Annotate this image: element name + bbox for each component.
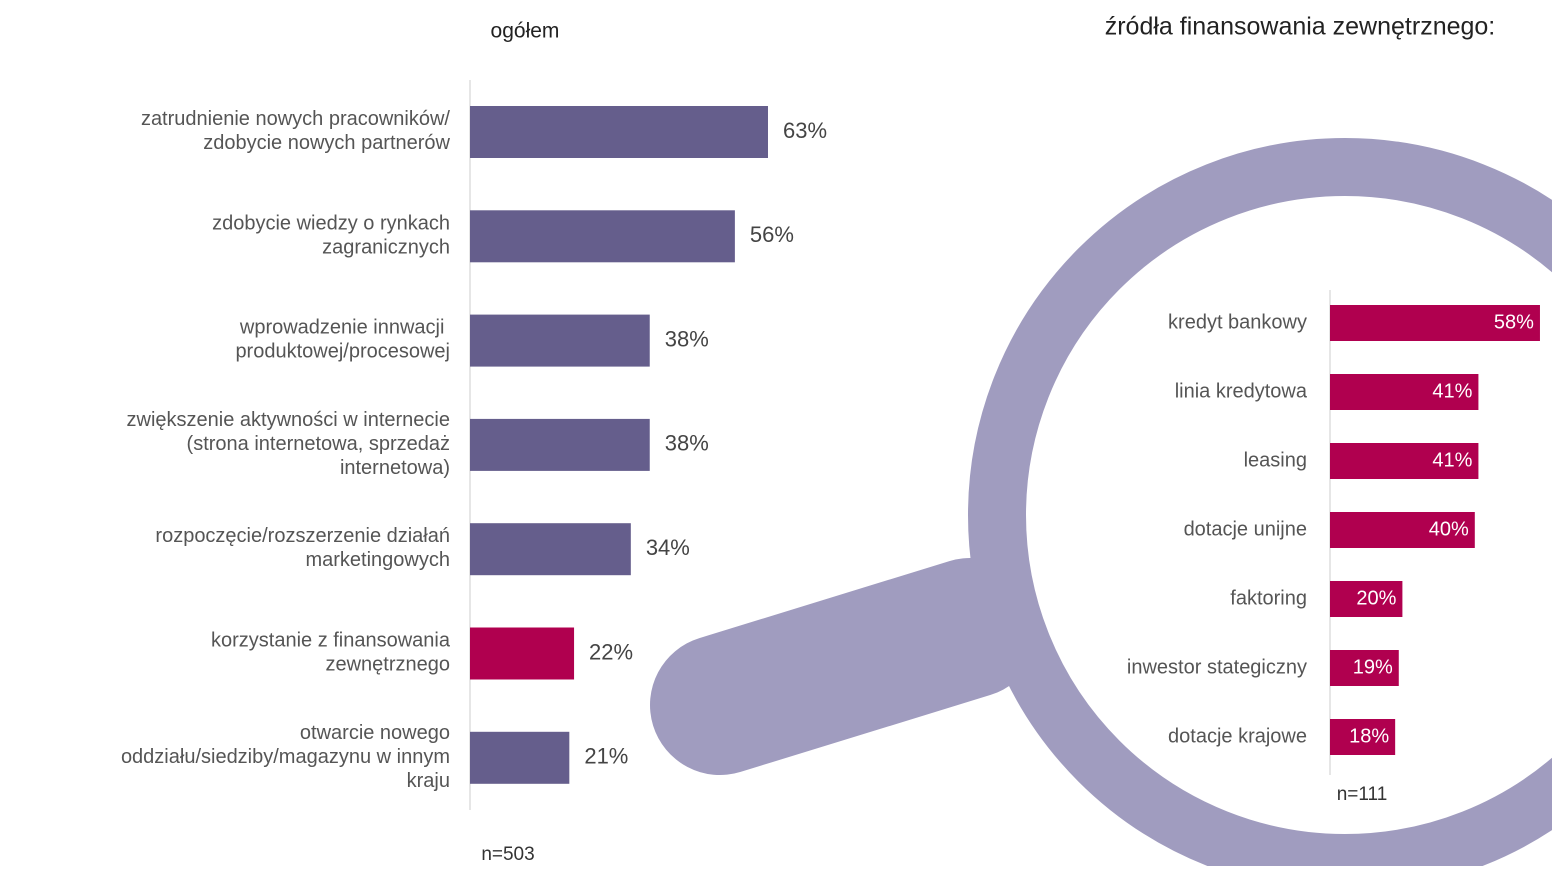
category-label: dotacje unijne [1184, 518, 1307, 540]
value-label: 21% [584, 744, 628, 769]
category-label: wprowadzenie innwacji produktowej/proces… [235, 317, 450, 363]
magnifier-handle [720, 628, 970, 705]
chart-title: ogółem [491, 20, 560, 43]
value-label: 18% [1349, 725, 1389, 747]
bar [470, 315, 650, 367]
value-label: 19% [1353, 656, 1393, 678]
category-label: inwestor stategiczny [1127, 656, 1307, 678]
chart: ogółem źródła finansowania zewnętrznego:… [0, 0, 1552, 866]
bar [470, 210, 735, 262]
value-label: 38% [665, 431, 709, 456]
category-label: dotacje krajowe [1168, 725, 1307, 747]
category-label: zatrudnienie nowych pracowników/zdobycie… [141, 108, 451, 154]
value-label: 41% [1432, 449, 1472, 471]
bar [470, 732, 569, 784]
value-label: 22% [589, 639, 633, 664]
bar [470, 419, 650, 471]
value-label: 58% [1494, 311, 1534, 333]
value-label: 63% [783, 118, 827, 143]
value-label: 56% [750, 222, 794, 247]
category-label: kredyt bankowy [1168, 311, 1307, 333]
page: {"chart_data": [ {"type": "bar", "orient… [0, 0, 1552, 866]
value-label: 38% [665, 326, 709, 351]
category-label: zwiększenie aktywności w internecie(stro… [127, 409, 450, 479]
bar [470, 106, 768, 158]
category-label: faktoring [1230, 587, 1307, 609]
value-label: 41% [1432, 380, 1472, 402]
sample-note: n=503 [481, 844, 534, 865]
category-label: leasing [1244, 449, 1307, 471]
sample-note: n=111 [1337, 784, 1388, 805]
value-label: 20% [1356, 587, 1396, 609]
bar [470, 523, 631, 575]
value-label: 34% [646, 535, 690, 560]
category-label: linia kredytowa [1175, 380, 1308, 402]
value-label: 40% [1429, 518, 1469, 540]
bar [470, 628, 574, 680]
chart-title: źródła finansowania zewnętrznego: [1105, 13, 1496, 41]
